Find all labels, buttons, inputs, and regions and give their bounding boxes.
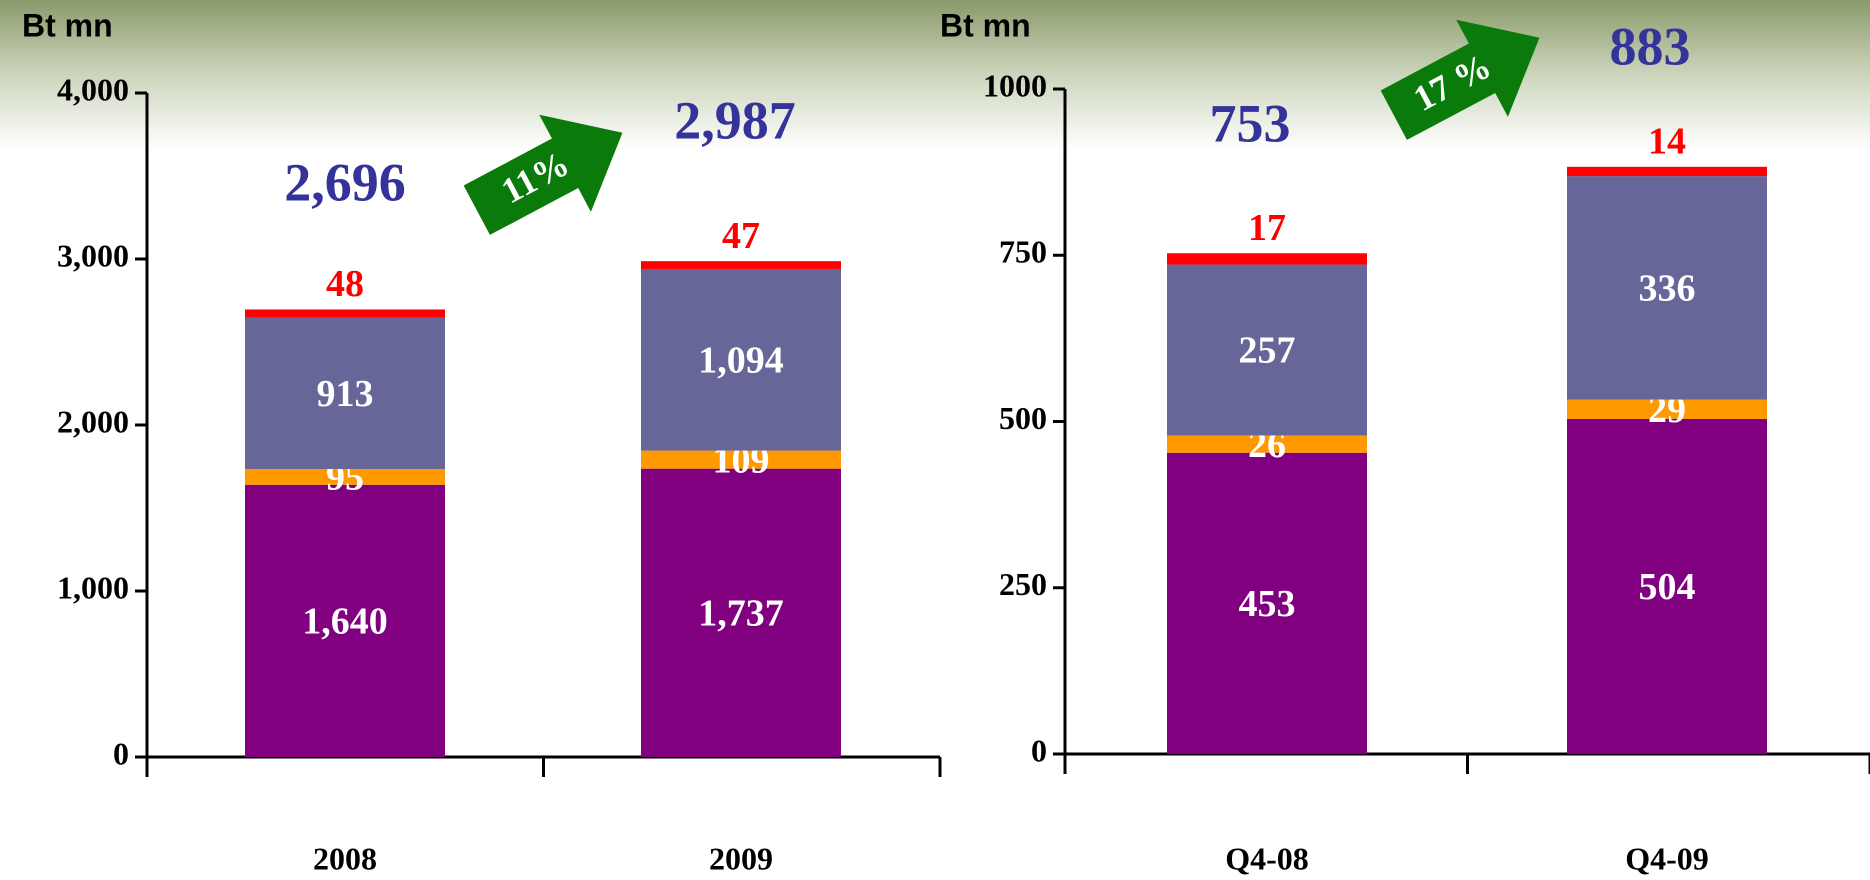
data-label: 48 bbox=[326, 263, 364, 305]
bar-segment bbox=[1167, 435, 1367, 453]
bar-segment bbox=[1567, 399, 1767, 419]
y-axis-label: Bt mn bbox=[940, 7, 1031, 43]
total-label: 2,696 bbox=[284, 152, 406, 212]
y-tick-label: 500 bbox=[999, 400, 1047, 436]
arrow-shape bbox=[1380, 19, 1540, 140]
y-tick-label: 2,000 bbox=[57, 403, 129, 439]
bar-segment bbox=[1167, 264, 1367, 436]
bar-segment bbox=[641, 261, 841, 269]
data-label: 14 bbox=[1648, 121, 1686, 163]
bar-segment bbox=[641, 450, 841, 469]
data-label: 1,640 bbox=[302, 601, 388, 643]
bar-segment bbox=[1567, 166, 1767, 177]
y-tick-label: 3,000 bbox=[57, 237, 129, 273]
bar-segment bbox=[1167, 452, 1367, 754]
y-tick-label: 750 bbox=[999, 234, 1047, 270]
data-label: 1,094 bbox=[698, 339, 784, 381]
total-label: 753 bbox=[1210, 93, 1291, 153]
bar-segment bbox=[245, 309, 445, 318]
y-tick-label: 0 bbox=[113, 735, 129, 771]
data-label: 1,737 bbox=[698, 593, 784, 635]
data-label: 257 bbox=[1239, 330, 1296, 372]
y-tick-label: 4,000 bbox=[57, 71, 129, 107]
x-tick-label: Q4-09 bbox=[1625, 840, 1709, 876]
x-tick-label: 2009 bbox=[709, 840, 773, 876]
arrow-shape bbox=[463, 114, 623, 235]
bar-segment bbox=[1567, 418, 1767, 754]
bar-segment bbox=[1567, 176, 1767, 400]
bar-segment bbox=[1167, 253, 1367, 265]
x-tick-label: 2008 bbox=[313, 840, 377, 876]
y-tick-label: 1,000 bbox=[57, 569, 129, 605]
data-label: 504 bbox=[1639, 566, 1696, 608]
bar-segment bbox=[641, 268, 841, 451]
total-label: 2,987 bbox=[674, 90, 796, 150]
y-tick-label: 1000 bbox=[983, 67, 1047, 103]
x-tick-label: Q4-08 bbox=[1225, 840, 1309, 876]
data-label: 336 bbox=[1639, 268, 1696, 310]
bar-segment bbox=[641, 468, 841, 757]
data-label: 47 bbox=[722, 215, 760, 257]
y-tick-label: 0 bbox=[1031, 732, 1047, 768]
bar-segment bbox=[245, 484, 445, 757]
y-axis-label: Bt mn bbox=[22, 7, 113, 43]
data-label: 17 bbox=[1248, 207, 1286, 249]
data-label: 913 bbox=[317, 373, 374, 415]
data-label: 453 bbox=[1239, 583, 1296, 625]
y-tick-label: 250 bbox=[999, 566, 1047, 602]
bar-segment bbox=[245, 317, 445, 469]
total-label: 883 bbox=[1610, 16, 1691, 76]
bar-segment bbox=[245, 468, 445, 485]
